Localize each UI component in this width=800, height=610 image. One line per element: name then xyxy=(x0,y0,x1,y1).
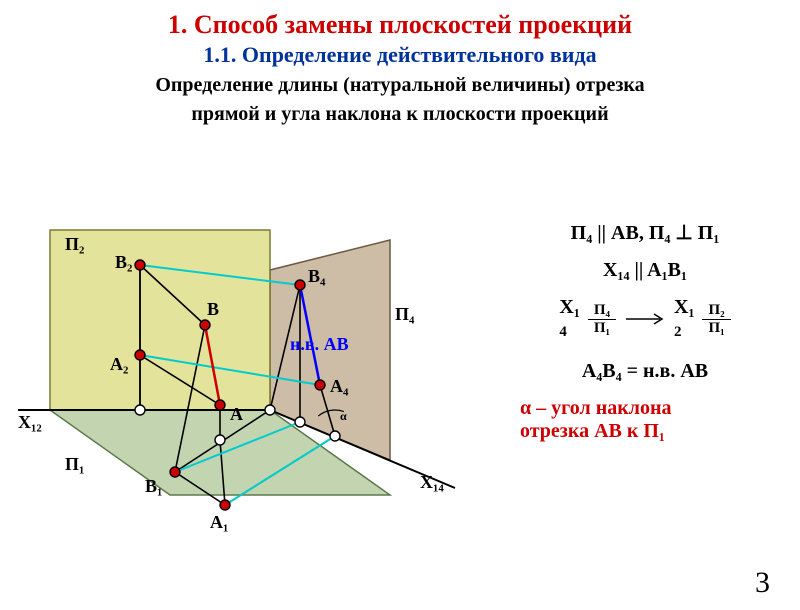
sub-title: 1.1. Определение действительного вида xyxy=(0,42,800,68)
formula-5: α – угол наклона отрезка AB к П₁ xyxy=(500,397,790,443)
main-title: 1. Способ замены плоскостей проекций xyxy=(0,10,800,40)
svg-text:α: α xyxy=(340,409,347,423)
svg-text:A₁: A₁ xyxy=(210,512,228,532)
formula-4: A₄B₄ = н.в. AB xyxy=(500,360,790,383)
svg-text:X₁₄: X₁₄ xyxy=(420,472,444,492)
svg-text:B₄: B₄ xyxy=(308,266,326,286)
arrow-icon xyxy=(624,312,666,326)
svg-text:A₂: A₂ xyxy=(110,354,128,374)
svg-text:B₁: B₁ xyxy=(145,476,162,496)
svg-text:П₂: П₂ xyxy=(65,234,84,254)
formula-3: X₁4 П₄П₁ X₁2 П₂П₁ xyxy=(500,296,790,342)
svg-text:A₄: A₄ xyxy=(330,376,349,396)
formula-1: П₄ || AB, П₄ ⊥ П₁ xyxy=(500,220,790,245)
svg-text:B₂: B₂ xyxy=(115,252,132,272)
desc-line-1: Определение длины (натуральной величины)… xyxy=(0,74,800,97)
desc-line-2: прямой и угла наклона к плоскости проекц… xyxy=(0,103,800,126)
svg-text:B: B xyxy=(207,299,219,319)
svg-text:н.в. AB: н.в. AB xyxy=(290,334,349,354)
svg-text:X₁₂: X₁₂ xyxy=(18,412,42,432)
formula-panel: П₄ || AB, П₄ ⊥ П₁ X₁₄ || A₁B₁ X₁4 П₄П₁ X… xyxy=(500,220,790,457)
svg-text:П₄: П₄ xyxy=(395,304,415,324)
svg-text:A: A xyxy=(230,404,243,424)
svg-text:П₁: П₁ xyxy=(65,454,84,474)
formula-2: X₁₄ || A₁B₁ xyxy=(500,259,790,282)
projection-diagram: П₂ П₁ П₄ X₁₂ X₁₄ B₂ A₂ B A B₄ A₄ B₁ A₁ н.в. AB α xyxy=(10,210,490,570)
page-number: 3 xyxy=(755,566,770,600)
